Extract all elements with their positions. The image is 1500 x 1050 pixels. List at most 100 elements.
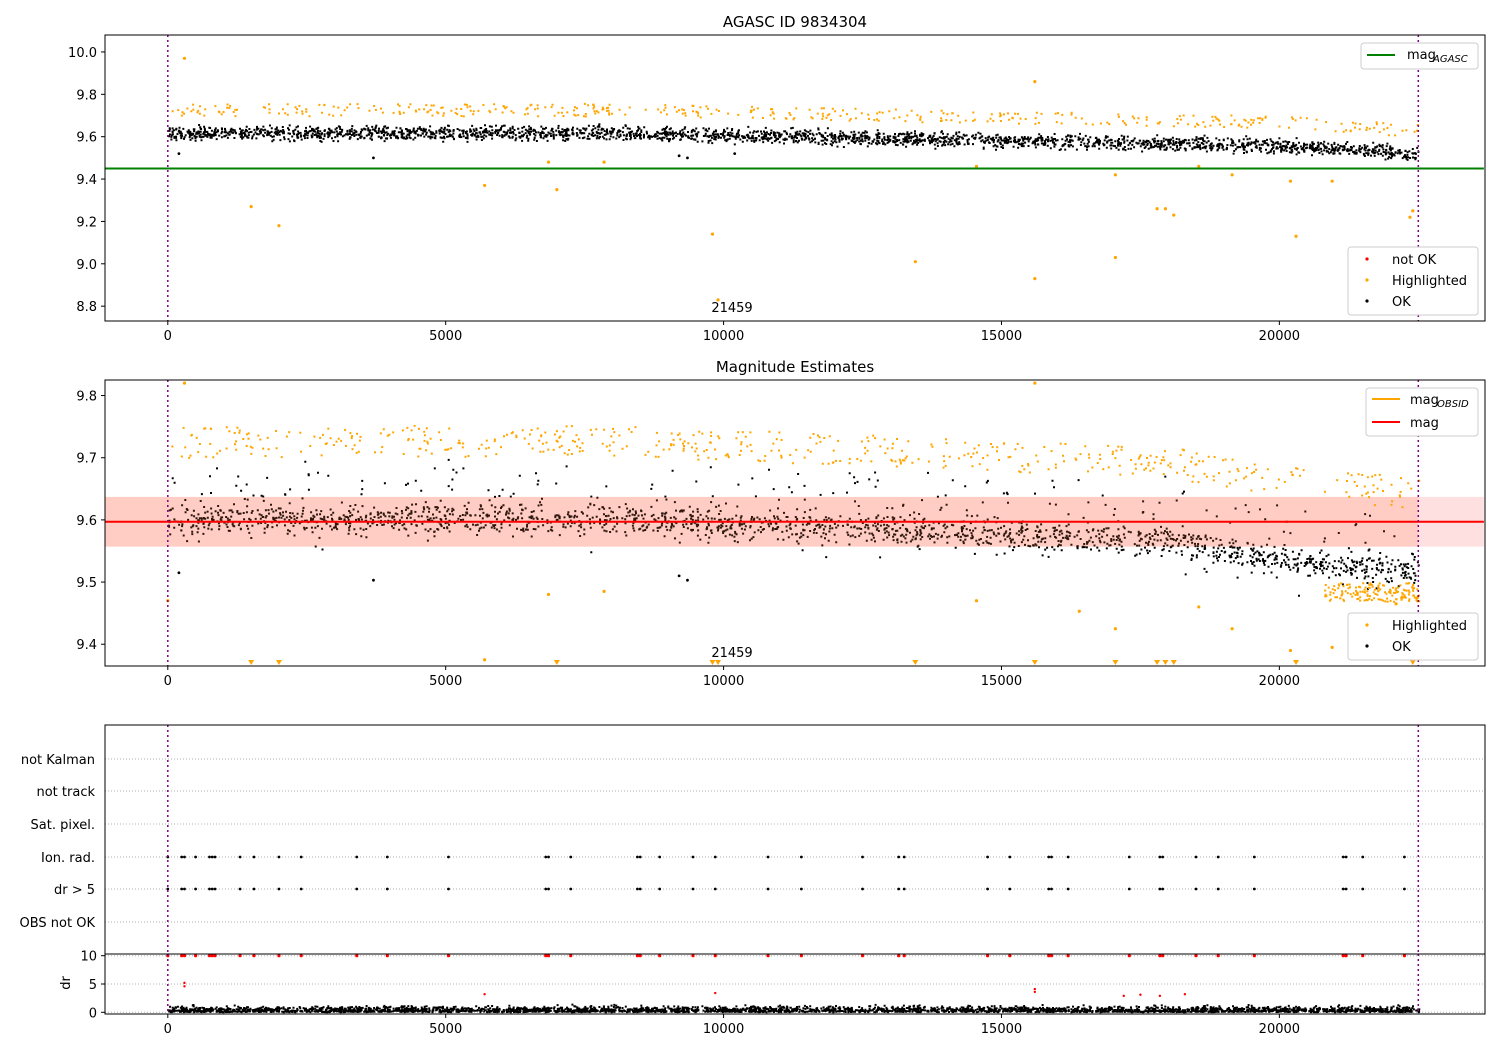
highlighted-point (182, 381, 187, 385)
flag-point (1050, 855, 1053, 859)
flag-point (1252, 887, 1256, 891)
flag-category-label: not track (36, 785, 95, 800)
plot-area: 05000100001500020000250009.49.59.69.79.8 (76, 379, 1486, 689)
legend-status: not OK Highlighted OK (1347, 246, 1479, 316)
flag-point (252, 855, 256, 859)
dr-clipped-point (766, 954, 770, 958)
legend-label-subscript: AGASC (1432, 54, 1468, 65)
flag-point (1361, 855, 1365, 859)
flag-point (897, 855, 901, 859)
magnitude-estimates-panel: Magnitude Estimates 0 5000 10000 15000 20000… (76, 358, 1486, 689)
flag-point (638, 855, 642, 859)
flag-point (1252, 855, 1256, 859)
legend-label-mag: mag (1410, 416, 1439, 431)
y-tick-label: 9.0 (76, 258, 97, 273)
dr-clipped-point (193, 954, 198, 958)
dr-clipped-point (860, 954, 865, 958)
highlighted-points-fringe (171, 102, 1419, 137)
highlighted-point (1077, 609, 1081, 613)
highlighted-point (1330, 645, 1334, 649)
ok-point (677, 574, 681, 578)
out-of-range-marker (248, 660, 255, 665)
flag-point (897, 887, 901, 891)
dr-clipped-point (1049, 954, 1054, 958)
dr-outlier-point (1033, 990, 1037, 994)
y-tick-label: 9.6 (76, 131, 97, 146)
out-of-range-marker (1031, 660, 1038, 665)
flag-point (1158, 887, 1162, 891)
plot-area: not Kalman not track Sat. pixel. Ion. rad. d… (20, 724, 1486, 955)
dr-outlier-point (183, 981, 186, 985)
flag-point (194, 855, 197, 859)
legend-label-not-ok: not OK (1392, 253, 1437, 268)
highlighted-point (482, 183, 487, 188)
flag-point (638, 887, 642, 891)
flag-point (902, 887, 906, 891)
flag-point (636, 855, 639, 859)
flag-point (713, 855, 717, 859)
dr-clipped-point (299, 954, 303, 958)
highlighted-point (602, 160, 606, 164)
flag-point (902, 855, 906, 859)
dr-clipped-point (1402, 954, 1407, 958)
ok-point (733, 152, 737, 156)
y-tick-label: 10.0 (68, 46, 97, 61)
panel-title: Magnitude Estimates (716, 358, 874, 376)
flag-point (1158, 855, 1162, 859)
out-of-range-marker (553, 660, 560, 665)
flag-point (547, 887, 550, 891)
out-of-range-marker (1170, 660, 1177, 665)
flag-point (636, 887, 639, 891)
ok-points-band (168, 123, 1420, 161)
flag-point (1127, 887, 1131, 891)
dr-outlier-point (1158, 994, 1162, 998)
flag-point (799, 887, 803, 891)
dr-clipped-point (546, 954, 551, 958)
legend-label-obsid-subscript: OBSID (1437, 399, 1469, 410)
flag-point (299, 855, 303, 859)
highlighted-point (974, 599, 979, 603)
ok-point (372, 156, 375, 160)
highlighted-point (1197, 164, 1201, 168)
dr-clipped-point (1008, 954, 1012, 958)
y-tick-label: 9.8 (76, 88, 97, 103)
flag-point (1194, 855, 1198, 859)
flag-point (1008, 887, 1012, 891)
x-tick-label: 10000 (703, 329, 744, 344)
flag-point (1216, 887, 1220, 891)
highlighted-point (710, 232, 715, 236)
highlighted-point (546, 160, 551, 164)
dr-clipped-point (207, 954, 212, 958)
highlighted-point (1163, 207, 1168, 211)
dr-clipped-point (691, 954, 695, 958)
flag-point (658, 887, 662, 891)
dr-clipped-point (799, 954, 803, 958)
flag-point (1066, 887, 1070, 891)
out-of-range-marker (1154, 660, 1161, 665)
legend-label-highlighted: Highlighted (1392, 619, 1467, 634)
legend-label-mag-obsid: mag (1410, 393, 1439, 408)
out-of-range-marker (1162, 660, 1169, 665)
highlighted-point (482, 658, 487, 662)
highlighted-point (1033, 80, 1037, 84)
ok-point (177, 571, 181, 575)
plot-area: 05000100001500020000250008.89.09.29.49.6… (68, 34, 1486, 344)
dr-clipped-point (1127, 954, 1131, 958)
plot-area: 05000100001500020000250000510 (80, 950, 1486, 1037)
plot-content (105, 380, 1484, 666)
flag-point (208, 887, 211, 891)
flag-point (1161, 855, 1165, 859)
y-tick-label: 9.7 (76, 452, 97, 467)
flag-point (238, 855, 242, 859)
x-tick-label: 15000 (981, 674, 1022, 689)
dr-outlier-point (1139, 993, 1142, 996)
flag-point (986, 855, 989, 859)
flag-point (1403, 855, 1406, 859)
x-tick-label: 0 (164, 674, 172, 689)
dr-outlier-point (1122, 994, 1125, 998)
flag-category-label: OBS not OK (20, 916, 96, 931)
flag-point (544, 855, 548, 859)
highlighted-point (1155, 207, 1159, 211)
highlighted-point (602, 589, 606, 593)
